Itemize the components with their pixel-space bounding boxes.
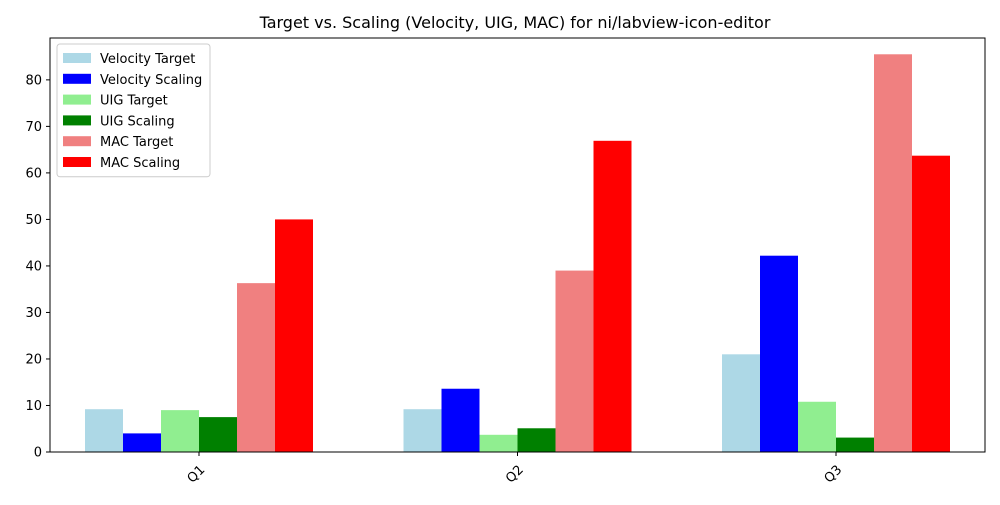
legend-swatch-mac-target xyxy=(63,136,91,147)
bar-velocity-target-q1 xyxy=(85,409,123,452)
legend-label-uig-scaling: UIG Scaling xyxy=(100,114,175,129)
legend-label-velocity-scaling: Velocity Scaling xyxy=(100,73,202,88)
x-tick-label-q3: Q3 xyxy=(822,463,846,487)
bar-velocity-target-q2 xyxy=(403,409,442,452)
bar-uig-scaling-q1 xyxy=(199,417,237,452)
legend-swatch-uig-target xyxy=(63,94,91,105)
chart-title: Target vs. Scaling (Velocity, UIG, MAC) … xyxy=(259,13,771,32)
y-tick-label-40: 40 xyxy=(25,259,42,274)
legend-label-velocity-target: Velocity Target xyxy=(100,52,195,67)
bar-uig-target-q1 xyxy=(161,410,199,452)
y-tick-label-20: 20 xyxy=(25,352,42,367)
legend-label-uig-target: UIG Target xyxy=(100,94,168,109)
bar-velocity-scaling-q3 xyxy=(760,255,798,452)
legend-label-mac-target: MAC Target xyxy=(100,135,173,150)
x-tick-label-q2: Q2 xyxy=(503,463,527,487)
bar-uig-target-q2 xyxy=(479,434,518,452)
legend-box xyxy=(56,43,211,178)
y-tick-label-0: 0 xyxy=(34,446,42,461)
bar-velocity-scaling-q2 xyxy=(441,388,480,452)
bar-mac-target-q2 xyxy=(555,270,594,452)
bar-mac-scaling-q1 xyxy=(275,219,313,452)
bar-velocity-target-q3 xyxy=(722,354,760,452)
bar-mac-scaling-q2 xyxy=(593,140,632,452)
legend-swatch-mac-scaling xyxy=(63,157,91,167)
y-tick-label-10: 10 xyxy=(25,399,42,414)
y-tick-label-70: 70 xyxy=(25,120,42,135)
legend-swatch-velocity-target xyxy=(63,53,91,63)
y-tick-label-50: 50 xyxy=(25,213,42,228)
x-tick-label-q1: Q1 xyxy=(185,463,209,487)
y-tick-label-30: 30 xyxy=(25,306,42,321)
bar-uig-scaling-q3 xyxy=(836,437,874,452)
y-tick-label-60: 60 xyxy=(25,166,42,181)
legend-swatch-velocity-scaling xyxy=(63,73,91,84)
legend: Velocity Target Velocity Scaling UIG Targe… xyxy=(56,43,211,178)
legend-label-mac-scaling: MAC Scaling xyxy=(100,156,180,171)
legend-swatch-uig-scaling xyxy=(63,115,91,126)
plot-frame xyxy=(49,37,986,453)
bar-uig-target-q3 xyxy=(798,401,836,452)
bar-velocity-scaling-q1 xyxy=(123,433,161,452)
bar-mac-target-q3 xyxy=(874,54,912,453)
bar-uig-scaling-q2 xyxy=(517,428,556,452)
bars-layer xyxy=(85,54,950,453)
y-tick-label-80: 80 xyxy=(25,73,42,88)
bar-mac-target-q1 xyxy=(237,283,275,452)
bar-mac-scaling-q3 xyxy=(912,155,950,453)
